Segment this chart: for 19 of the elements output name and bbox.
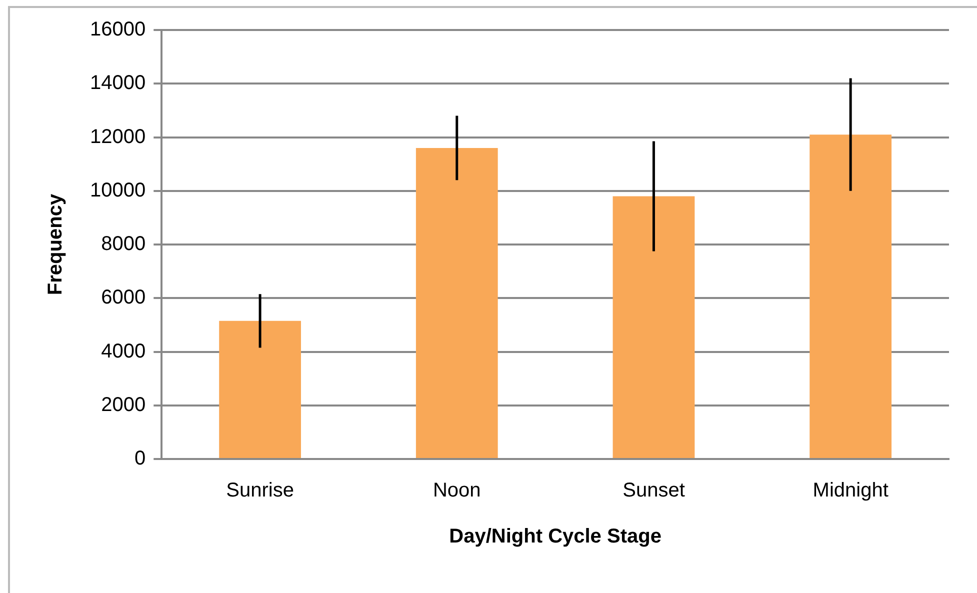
y-tick-label: 2000 [101,394,146,416]
y-tick-label: 8000 [101,233,146,256]
bar [416,148,498,458]
y-tick-label: 0 [134,448,146,470]
bar [810,134,892,458]
bar [612,196,695,458]
y-tick-label: 4000 [101,340,146,362]
x-tick-label: Noon [432,480,481,502]
y-tick-label: 14000 [90,72,146,94]
y-tick-label: 6000 [101,286,146,309]
bar [219,320,301,458]
x-axis-title: Day/Night Cycle Stage [449,526,662,548]
y-tick-label: 12000 [90,126,146,148]
x-tick-label: Sunset [622,480,686,502]
x-tick-label: Midnight [812,480,889,502]
y-tick-label: 16000 [90,18,146,41]
x-tick-label: Sunrise [226,480,294,502]
y-tick-label: 10000 [90,179,146,202]
y-axis-title: Frequency [44,193,67,296]
